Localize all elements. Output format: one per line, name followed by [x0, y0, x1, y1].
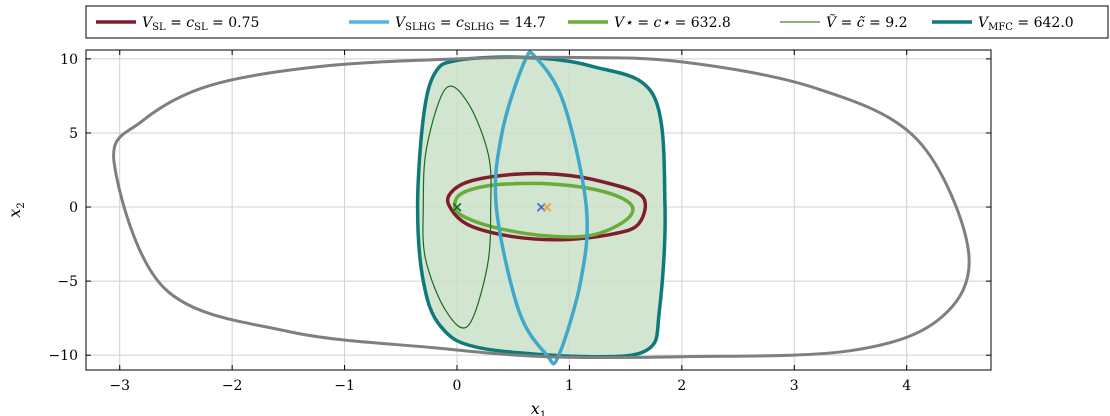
series-v-c-632-8	[452, 181, 635, 239]
y-tick-label: 5	[69, 126, 78, 142]
legend-label: VSLHG = cSLHG = 14.7	[395, 15, 546, 33]
series-outer-level-set	[112, 55, 971, 360]
legend: VSL = cSL = 0.75 VSLHG = cSLHG = 14.7 V⋆ =…	[85, 5, 1109, 39]
markers-layer: × ××	[451, 198, 554, 216]
marker-sl-center: ×	[541, 198, 554, 216]
legend-label: VMFC = 642.0	[978, 15, 1074, 33]
series-v-mfc-642-0	[415, 55, 667, 359]
series--c-9-2	[422, 85, 492, 329]
y-tick-label: 10	[60, 52, 78, 68]
x-tick-label: 0	[453, 378, 462, 394]
x-tick-label: −3	[109, 378, 130, 394]
x-tick-label: 3	[790, 378, 799, 394]
x-tick-label: −2	[222, 378, 243, 394]
series-v-slhg-c-slhg-14-7	[493, 50, 590, 366]
x-tick-label: −1	[334, 378, 355, 394]
x-tick-label: 4	[902, 378, 911, 394]
series-layer	[112, 50, 971, 366]
x-axis-title: x1	[531, 399, 546, 416]
x-tick-label: 1	[565, 378, 574, 394]
plot-frame	[85, 49, 992, 371]
x-tick-label: 2	[677, 378, 686, 394]
legend-label: Ṽ = c̃ = 9.2	[826, 13, 908, 31]
y-tick-label: 0	[69, 200, 78, 216]
y-tick-label: −5	[57, 274, 78, 290]
legend-label: VSL = cSL = 0.75	[142, 15, 259, 33]
series-v-sl-c-sl-0-75	[445, 171, 648, 242]
y-tick-label: −10	[48, 348, 78, 364]
marker-slhg-center: ×	[535, 198, 548, 216]
legend-label: V⋆ = c⋆ = 632.8	[614, 15, 731, 31]
marker-origin-marker: ×	[451, 198, 464, 216]
y-axis-title: x2	[5, 202, 27, 217]
